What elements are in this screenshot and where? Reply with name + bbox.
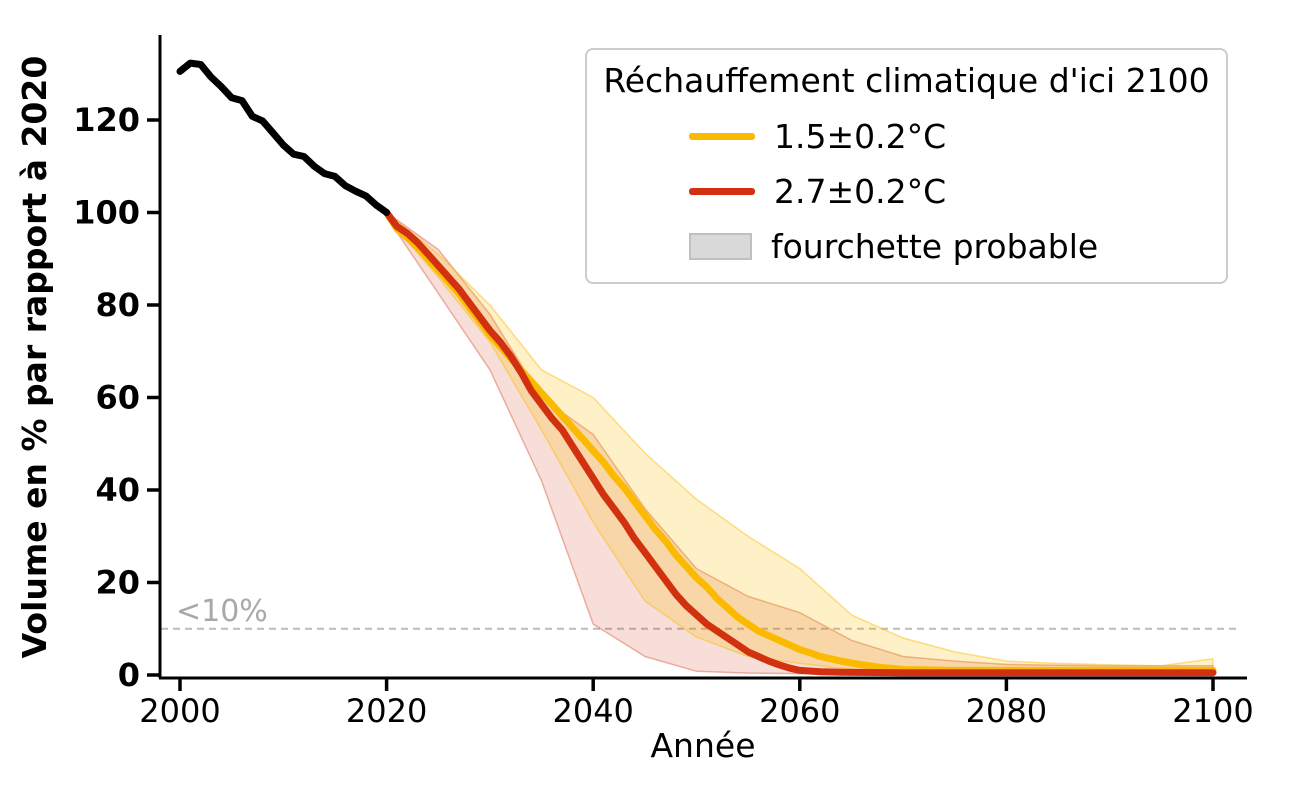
x-tick-label-2100: 2100 [1172, 692, 1253, 730]
y-tick-label-0: 0 [118, 656, 140, 694]
y-tick-label-60: 60 [95, 379, 140, 417]
legend: Réchauffement climatique d'ici 2100 1.5±… [585, 48, 1228, 285]
x-axis-title: Année [650, 726, 756, 765]
legend-label-2-7: 2.7±0.2°C [774, 172, 947, 212]
warming-2-7-line [383, 209, 1217, 677]
legend-title: Réchauffement climatique d'ici 2100 [603, 61, 1210, 100]
legend-label-1-5: 1.5±0.2°C [774, 117, 947, 157]
y-tick-label-40: 40 [95, 471, 140, 509]
x-tick-label-2020: 2020 [346, 692, 427, 730]
x-tick-label-2040: 2040 [552, 692, 633, 730]
legend-item-1-5: 1.5±0.2°C [587, 117, 1226, 156]
x-tick-label-2060: 2060 [759, 692, 840, 730]
historical-line [176, 59, 391, 216]
x-tick-label-2000: 2000 [139, 692, 220, 730]
y-tick-label-80: 80 [95, 286, 140, 324]
x-tick-label-2080: 2080 [966, 692, 1047, 730]
legend-item-2-7: 2.7±0.2°C [587, 172, 1226, 211]
legend-swatch-range-patch [689, 233, 752, 261]
legend-swatch-2-7-line [689, 188, 755, 196]
threshold-label: <10% [176, 594, 268, 629]
legend-item-range: fourchette probable [587, 227, 1226, 266]
y-tick-label-100: 100 [73, 194, 140, 232]
legend-label-range: fourchette probable [771, 227, 1099, 267]
y-tick-label-20: 20 [95, 564, 140, 602]
y-axis-title: Volume en % par rapport à 2020 [15, 55, 54, 659]
legend-swatch-1-5-line [689, 133, 755, 141]
y-tick-label-120: 120 [73, 101, 140, 139]
